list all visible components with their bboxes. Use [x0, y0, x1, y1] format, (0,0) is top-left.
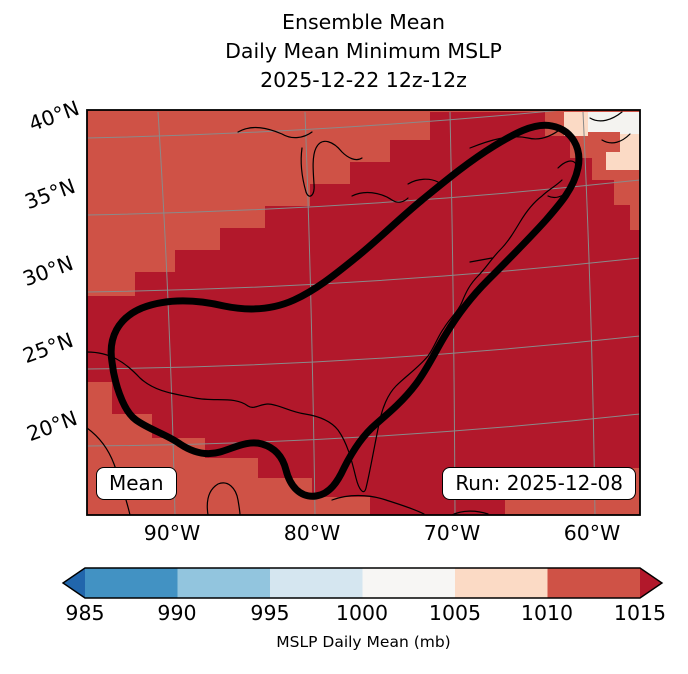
cb-tick-985: 985 — [65, 601, 105, 625]
colorbar-seg-1000-1005 — [362, 568, 456, 598]
colorbar-seg-985-990 — [85, 568, 179, 598]
colorbar-under-arrow — [63, 568, 85, 598]
colorbar — [61, 567, 664, 599]
colorbar-over-arrow — [640, 568, 662, 598]
lon-tick-80w: 80°W — [283, 521, 341, 545]
colorbar-seg-1010-1015 — [547, 568, 641, 598]
cb-tick-1015: 1015 — [613, 601, 667, 625]
lon-tick-60w: 60°W — [563, 521, 621, 545]
low-pressure-patch-pink-a — [564, 112, 588, 136]
run-badge: Run: 2025-12-08 — [442, 467, 636, 500]
cb-tick-990: 990 — [157, 601, 197, 625]
colorbar-outline — [61, 567, 664, 599]
pressure-core-region — [87, 112, 640, 515]
map-frame — [86, 109, 641, 516]
colorbar-axis-label: MSLP Daily Mean (mb) — [276, 633, 451, 651]
title-line-1: Ensemble Mean — [282, 10, 445, 34]
thick-pressure-contour — [107, 121, 583, 500]
cb-tick-1010: 1010 — [520, 601, 574, 625]
cb-tick-1000: 1000 — [335, 601, 389, 625]
title-line-2: Daily Mean Minimum MSLP — [225, 39, 502, 64]
lon-tick-90w: 90°W — [143, 521, 201, 545]
cb-tick-1005: 1005 — [428, 601, 482, 625]
cb-tick-995: 995 — [250, 601, 290, 625]
colorbar-seg-990-995 — [177, 568, 271, 598]
title-line-3: 2025-12-22 12z-12z — [260, 68, 467, 93]
low-pressure-patch-pink-b — [606, 134, 640, 170]
figure-title: Ensemble Mean Daily Mean Minimum MSLP 20… — [87, 8, 640, 95]
colorbar-seg-995-1000 — [270, 568, 364, 598]
lon-tick-70w: 70°W — [423, 521, 481, 545]
mean-badge: Mean — [96, 467, 177, 500]
colorbar-seg-1005-1010 — [455, 568, 549, 598]
